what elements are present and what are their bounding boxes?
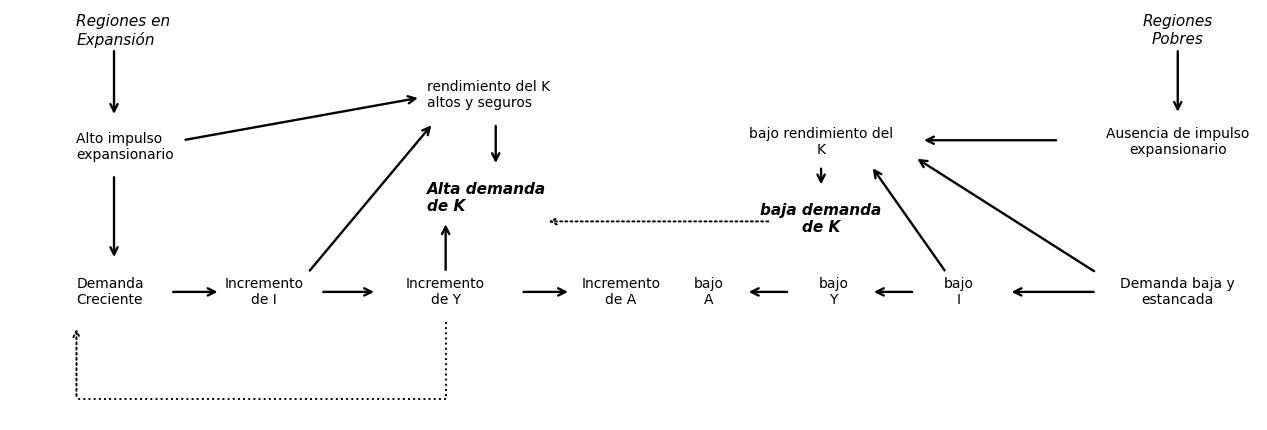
Text: Alto impulso
expansionario: Alto impulso expansionario (76, 132, 175, 162)
Text: bajo
Y: bajo Y (818, 277, 849, 307)
Text: Incremento
de A: Incremento de A (582, 277, 660, 307)
Text: Demanda
Creciente: Demanda Creciente (76, 277, 144, 307)
Text: Regiones
Pobres: Regiones Pobres (1143, 14, 1213, 46)
Text: Ausencia de impulso
expansionario: Ausencia de impulso expansionario (1106, 127, 1249, 157)
Text: Incremento
de Y: Incremento de Y (407, 277, 485, 307)
Text: Regiones en
Expansión: Regiones en Expansión (76, 14, 171, 48)
Text: baja demanda
de K: baja demanda de K (760, 203, 882, 236)
Text: Alta demanda
de K: Alta demanda de K (427, 182, 546, 214)
Text: Incremento
de I: Incremento de I (224, 277, 304, 307)
Text: Demanda baja y
estancada: Demanda baja y estancada (1120, 277, 1235, 307)
Text: bajo
A: bajo A (693, 277, 723, 307)
Text: bajo rendimiento del
K: bajo rendimiento del K (749, 127, 893, 157)
Text: rendimiento del K
altos y seguros: rendimiento del K altos y seguros (427, 80, 550, 111)
Text: bajo
I: bajo I (944, 277, 974, 307)
